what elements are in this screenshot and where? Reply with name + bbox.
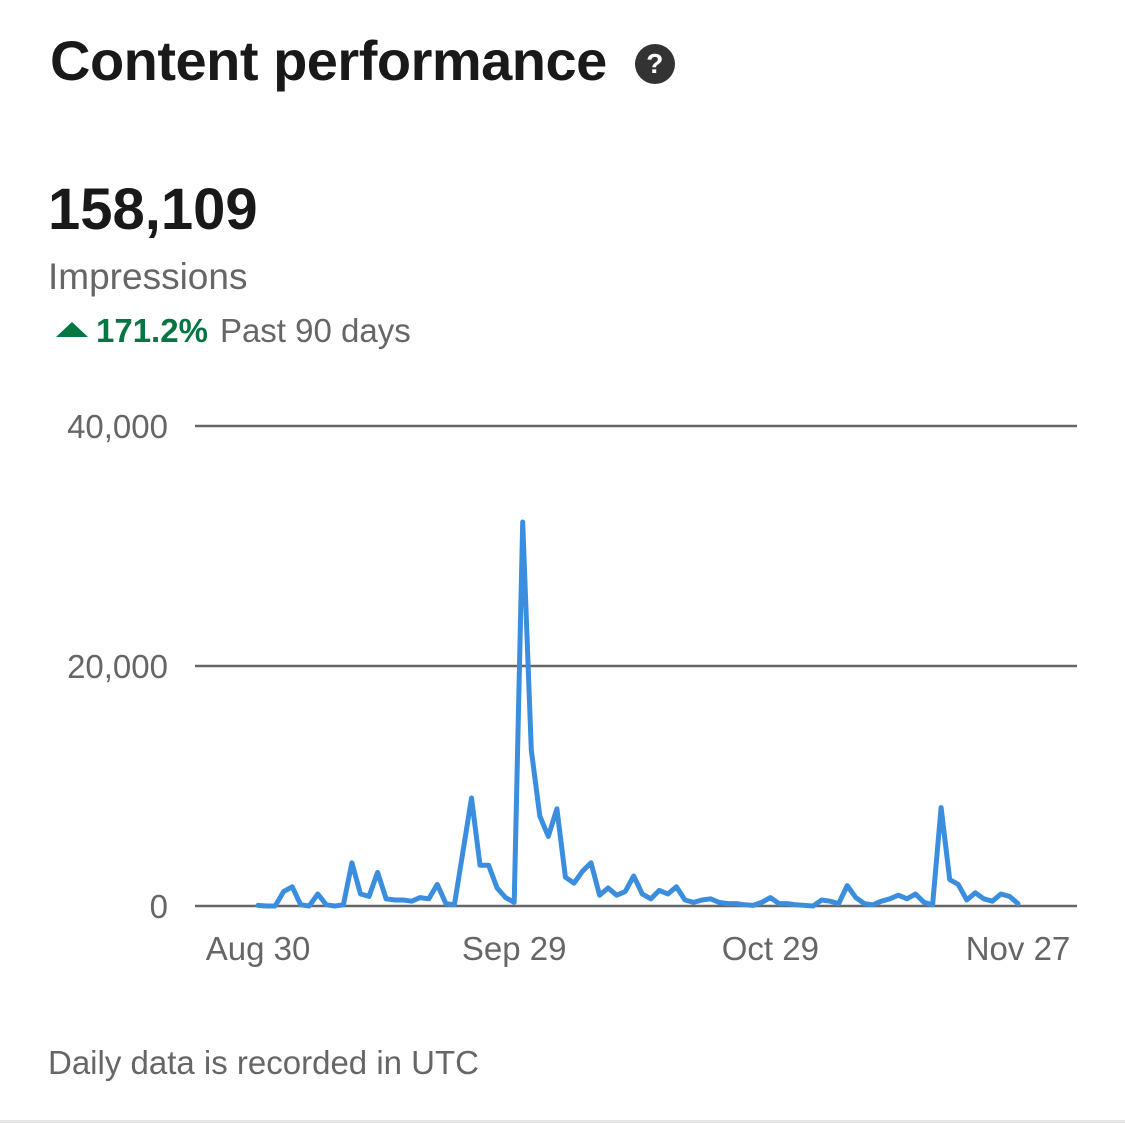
page-title: Content performance — [50, 29, 607, 92]
triangle-up-icon — [56, 321, 88, 337]
y-tick-label: 40,000 — [67, 408, 168, 445]
impressions-value: 158,109 — [48, 177, 258, 242]
x-tick-label: Aug 30 — [206, 930, 311, 967]
impressions-series-line — [255, 519, 1021, 909]
x-tick-label: Nov 27 — [966, 930, 1071, 967]
impressions-chart: 0 20,000 40,000 Aug 30 Sep 29 Oct 29 Nov 27 — [67, 408, 1077, 967]
header: Content performance ? — [50, 28, 675, 93]
y-tick-label: 20,000 — [67, 648, 168, 685]
x-tick-label: Oct 29 — [722, 930, 819, 967]
y-tick-label: 0 — [150, 888, 168, 925]
x-tick-label: Sep 29 — [462, 930, 567, 967]
trend-row: 171.2% Past 90 days — [56, 312, 411, 350]
utc-footnote: Daily data is recorded in UTC — [48, 1044, 479, 1081]
trend-period: Past 90 days — [219, 312, 411, 349]
bottom-divider — [0, 1120, 1125, 1123]
trend-percentage: 171.2% — [96, 312, 208, 349]
question-mark-circle-icon[interactable]: ? — [634, 43, 675, 84]
impressions-label: Impressions — [48, 256, 248, 297]
